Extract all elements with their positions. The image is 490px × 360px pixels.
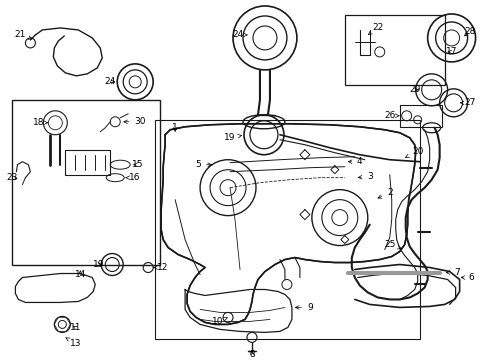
- Text: 23: 23: [7, 173, 18, 182]
- Text: 18: 18: [33, 118, 48, 127]
- Bar: [400, 105, 441, 127]
- Text: 2: 2: [378, 188, 392, 198]
- Text: 24: 24: [105, 77, 116, 86]
- Bar: [155, 120, 419, 339]
- Text: 26: 26: [384, 111, 399, 120]
- Text: 19: 19: [93, 260, 104, 269]
- Text: 4: 4: [348, 157, 363, 166]
- Text: 27: 27: [461, 98, 475, 107]
- Text: 11: 11: [70, 323, 81, 332]
- Text: 25: 25: [384, 240, 401, 249]
- Text: 28: 28: [464, 27, 475, 36]
- Bar: [12, 100, 160, 265]
- Text: 13: 13: [66, 338, 81, 348]
- Text: 1: 1: [172, 123, 178, 132]
- Text: 17: 17: [446, 48, 457, 57]
- Bar: [345, 15, 444, 85]
- Text: 9: 9: [295, 303, 313, 312]
- Text: 12: 12: [153, 263, 168, 272]
- Text: 8: 8: [249, 350, 255, 359]
- Text: 10: 10: [212, 317, 227, 326]
- Text: 6: 6: [461, 273, 474, 282]
- Text: 5: 5: [195, 160, 212, 169]
- Text: 29: 29: [409, 85, 420, 94]
- Text: 15: 15: [132, 160, 144, 169]
- Text: 21: 21: [15, 31, 32, 40]
- Text: 16: 16: [126, 173, 141, 182]
- Text: 7: 7: [446, 268, 460, 277]
- Text: 19: 19: [224, 133, 242, 142]
- Text: 20: 20: [405, 147, 423, 158]
- Text: 22: 22: [368, 23, 383, 35]
- Text: 14: 14: [74, 270, 86, 279]
- Text: 24: 24: [232, 31, 247, 40]
- Text: 30: 30: [124, 117, 146, 126]
- Text: 3: 3: [358, 172, 373, 181]
